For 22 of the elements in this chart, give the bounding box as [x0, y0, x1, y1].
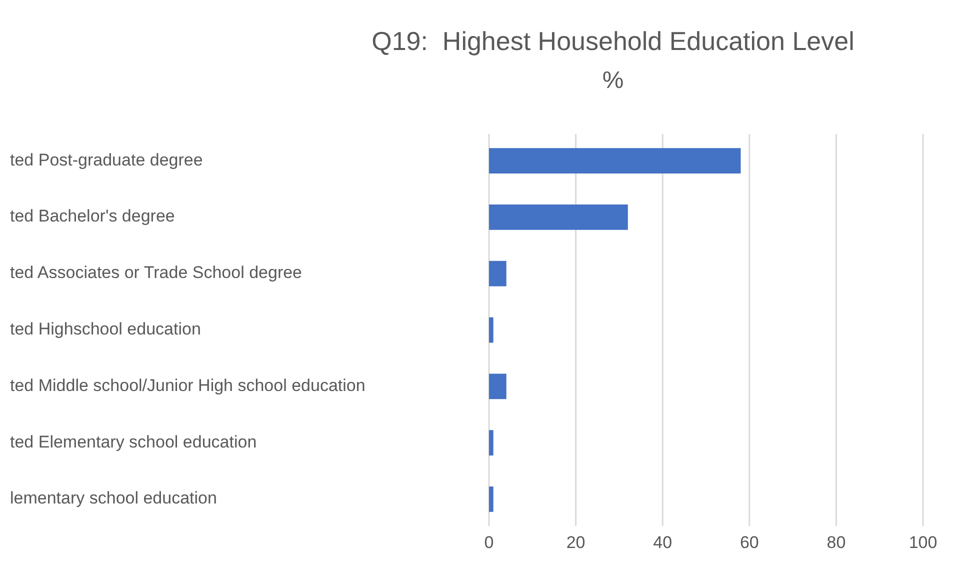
x-tick-label: 100 [908, 533, 938, 552]
x-tick-label: 60 [740, 533, 759, 552]
x-tick-label: 20 [566, 533, 586, 552]
bar [489, 204, 628, 230]
x-tick-label: 40 [653, 533, 672, 552]
chart-title: Q19: Highest Household Education Level [372, 26, 854, 56]
bar [489, 430, 494, 456]
y-tick-label: lementary school education [10, 488, 217, 508]
y-tick-label: ted Post-graduate degree [10, 150, 203, 170]
x-tick-label: 0 [484, 533, 494, 552]
chart-subtitle: % [602, 67, 624, 94]
bar [489, 486, 494, 512]
y-tick-label: ted Elementary school education [10, 432, 257, 452]
x-tick-label: 80 [826, 533, 846, 552]
bar [489, 260, 506, 286]
bar [489, 317, 494, 343]
y-tick-label: ted Associates or Trade School degree [10, 263, 302, 282]
y-tick-label: ted Middle school/Junior High school education [10, 376, 366, 395]
bar [489, 148, 741, 174]
bar [489, 374, 506, 400]
y-tick-label: ted Highschool education [10, 319, 201, 338]
y-tick-label: ted Bachelor's degree [10, 206, 175, 226]
